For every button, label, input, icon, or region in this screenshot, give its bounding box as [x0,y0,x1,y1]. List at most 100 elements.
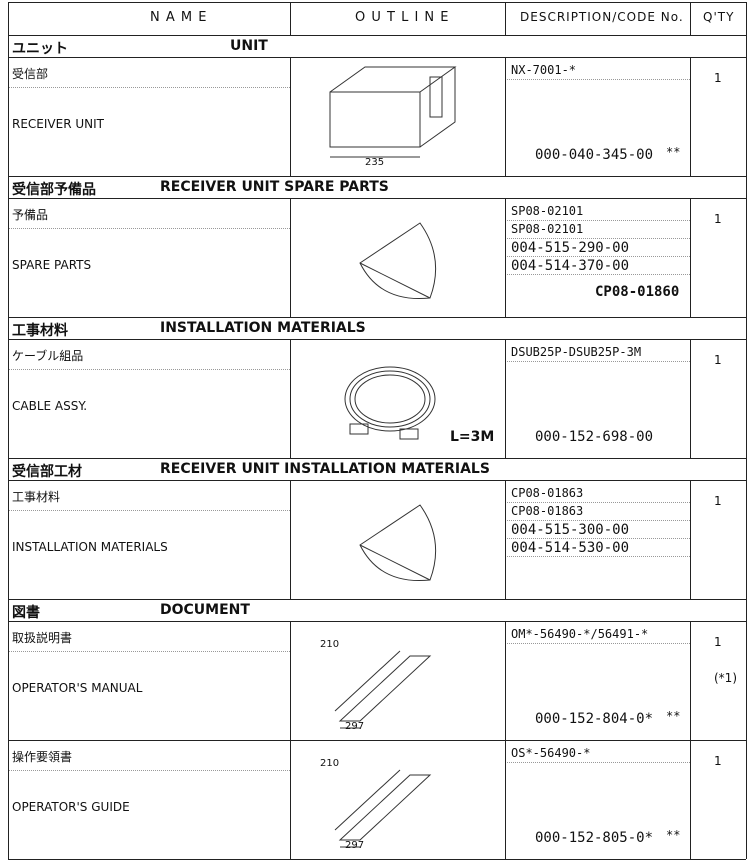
description-line: SP08-02101 [511,204,584,218]
rule [8,35,746,36]
rule [505,198,506,317]
separator [505,643,690,644]
item-name-en: SPARE PARTS [12,258,92,272]
quantity: 1 [714,71,722,85]
header-qty: Q'TY [703,10,735,24]
rule [690,339,691,458]
section-title-en: DOCUMENT [160,602,250,618]
section-title-en: INSTALLATION MATERIALS [160,320,366,336]
rule [690,57,691,176]
rule [505,621,506,740]
item-name-ja: 予備品 [12,208,49,222]
header-description: DESCRIPTION/CODE No. [520,10,684,24]
quantity: 1 [714,212,722,226]
rule [290,339,291,458]
kit-code: CP08-01860 [595,284,680,300]
rule [290,480,291,599]
outline-drawing [334,769,432,848]
rule [8,198,746,199]
description-line: 004-515-300-00 [511,522,630,538]
header-outline: O U T L I N E [355,10,450,25]
separator [8,369,290,370]
rule [8,176,746,177]
separator [8,87,290,88]
item-name-ja: 取扱説明書 [12,631,73,645]
separator [505,762,690,763]
code-number: 000-152-698-00 [535,429,654,445]
separator [505,361,690,362]
section-title-ja: 工事材料 [12,323,68,339]
description-line: SP08-02101 [511,222,584,236]
rule [8,480,746,481]
description-line: 004-514-370-00 [511,258,630,274]
description-line: DSUB25P-DSUB25P-3M [511,345,642,359]
rule [505,339,506,458]
dimension-label: 210 [320,639,340,650]
quantity: 1 [714,353,722,367]
separator [8,770,290,771]
separator [505,220,690,221]
description-line: CP08-01863 [511,486,584,500]
separator [505,538,690,539]
code-number: 000-040-345-00 [535,147,654,163]
separator [505,520,690,521]
rule [8,621,746,622]
code-number: 000-152-804-0* [535,711,654,727]
section-title-ja: 受信部工材 [12,464,82,480]
quantity: 1 [714,494,722,508]
code-mark: ** [666,145,681,159]
separator [8,510,290,511]
separator [505,79,690,80]
separator [505,502,690,503]
rule [8,740,746,741]
item-name-en: CABLE ASSY. [12,399,88,413]
rule [690,2,691,35]
section-title-ja: ユニット [12,41,68,57]
outline-drawing [329,66,457,158]
rule [505,2,506,35]
rule [505,740,506,859]
description-line: OM*-56490-*/56491-* [511,627,649,641]
rule [690,740,691,859]
description-line: 004-515-290-00 [511,240,630,256]
note: (*1) [714,671,737,685]
outline-drawing [334,650,432,729]
section-title-ja: 受信部予備品 [12,182,96,198]
separator [8,228,290,229]
rule [8,317,746,318]
section-title-ja: 図書 [12,605,40,621]
code-mark: ** [666,828,681,842]
rule [746,2,747,859]
rule [690,480,691,599]
code-mark: ** [666,709,681,723]
outline-drawing [359,504,437,582]
outline-drawing [344,366,436,440]
rule [290,198,291,317]
rule [290,2,291,35]
rule [8,339,746,340]
separator [505,238,690,239]
rule [690,621,691,740]
quantity: 1 [714,635,722,649]
item-name-en: OPERATOR'S GUIDE [12,800,130,814]
rule [8,458,746,459]
item-name-en: RECEIVER UNIT [12,117,104,131]
code-number: 000-152-805-0* [535,830,654,846]
rule [505,57,506,176]
item-name-ja: 工事材料 [12,490,61,504]
section-title-en: UNIT [230,38,268,54]
separator [505,556,690,557]
description-line: CP08-01863 [511,504,584,518]
rule [8,2,9,859]
section-title-en: RECEIVER UNIT SPARE PARTS [160,179,389,195]
header-name: N A M E [150,10,208,25]
dimension-label: L=3M [450,429,495,445]
separator [8,651,290,652]
rule [8,57,746,58]
rule [8,599,746,600]
description-line: OS*-56490-* [511,746,591,760]
quantity: 1 [714,754,722,768]
rule [505,480,506,599]
item-name-ja: 操作要領書 [12,750,73,764]
dimension-label: 297 [345,840,365,851]
